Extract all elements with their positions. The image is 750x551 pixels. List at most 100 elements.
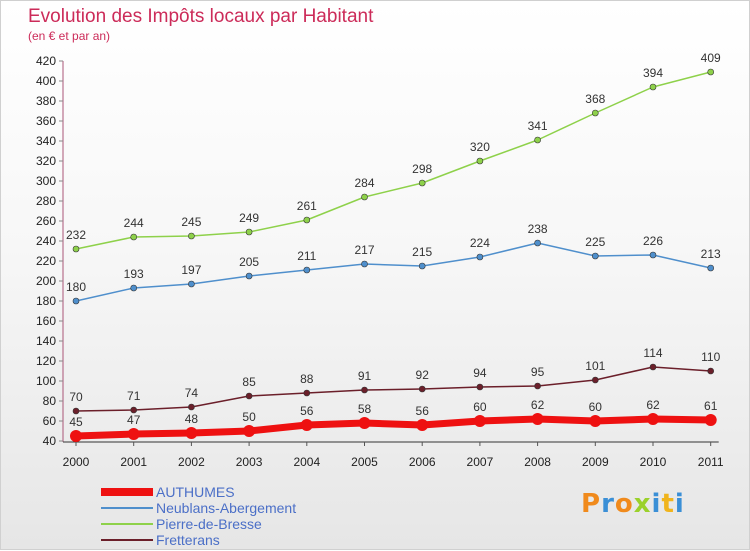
data-label: 193 [124,267,144,281]
data-point [130,406,137,414]
logo-letter: i [651,489,662,519]
data-point [534,136,541,144]
y-tick-label: 140 [36,334,56,348]
data-point [649,363,657,371]
data-label: 238 [528,222,548,236]
x-tick-label: 2003 [236,455,263,469]
data-label: 70 [69,390,83,404]
data-point [72,245,80,253]
data-label: 394 [643,66,663,80]
legend-swatch [101,539,153,541]
data-point [303,266,311,274]
y-tick-label: 240 [36,234,56,248]
data-label: 88 [300,372,314,386]
data-point [188,280,195,288]
data-point [300,419,313,431]
data-point [188,232,195,240]
x-tick-label: 2006 [409,455,436,469]
y-tick-label: 180 [36,294,56,308]
y-tick-label: 340 [36,134,56,148]
y-tick-label: 100 [36,374,56,388]
data-point [358,417,371,429]
y-tick-label: 200 [36,274,56,288]
x-tick-label: 2002 [178,455,205,469]
data-label: 217 [354,243,374,257]
data-point [707,264,715,272]
data-label: 368 [585,92,605,106]
data-label: 215 [412,245,432,259]
data-label: 94 [473,366,487,380]
data-point [418,385,426,393]
data-point [418,179,426,187]
data-point [591,376,599,384]
data-point [534,382,541,390]
data-label: 48 [185,412,199,426]
data-label: 211 [297,249,316,263]
y-tick-label: 360 [36,114,56,128]
data-label: 114 [643,346,662,360]
data-label: 91 [358,369,372,383]
data-point [245,228,253,236]
y-tick-label: 120 [36,354,56,368]
data-label: 232 [66,228,86,242]
data-point [130,233,137,241]
y-tick-label: 400 [36,74,56,88]
data-point [361,193,368,201]
data-point [72,407,80,415]
data-label: 298 [412,162,432,176]
data-point [531,413,544,425]
series-line-pierre-de-bresse [75,71,712,250]
y-tick-label: 40 [43,434,57,448]
data-point [418,262,426,270]
series-line-neublans-abergement [75,242,712,302]
data-point [649,83,657,91]
x-tick-label: 2007 [467,455,494,469]
y-tick-label: 420 [36,54,56,68]
data-point [476,253,484,261]
data-label: 92 [416,368,430,382]
data-label: 56 [416,404,430,418]
chart-subtitle: (en € et par an) [28,29,111,43]
legend-label: Fretterans [156,532,220,548]
data-point [188,403,195,411]
data-point [589,415,602,427]
data-label: 62 [646,398,660,412]
data-label: 205 [239,255,259,269]
y-tick-label: 220 [36,254,56,268]
data-point [476,383,484,391]
data-label: 60 [473,400,487,414]
logo-letter: o [614,489,634,519]
data-label: 85 [242,375,256,389]
data-point [303,216,311,224]
data-label: 50 [242,410,256,424]
data-point [303,389,311,397]
legend-item: Pierre-de-Bresse [101,516,501,532]
logo-letter: i [674,489,685,519]
y-tick-label: 80 [43,394,57,408]
logo-letter: P [581,489,602,519]
series-line-fretterans [75,366,712,412]
data-point [476,157,484,165]
data-point [245,272,253,280]
data-point [361,386,368,394]
proxiti-logo: Proxiti [581,489,685,519]
data-point [649,251,657,259]
data-point [647,413,659,425]
data-label: 244 [124,216,144,230]
x-tick-label: 2004 [293,455,320,469]
legend-label: AUTHUMES [156,484,235,500]
y-tick-label: 260 [36,214,56,228]
data-label: 61 [704,399,718,413]
data-point [127,428,140,440]
x-tick-label: 2010 [640,455,667,469]
x-tick-label: 2005 [351,455,378,469]
data-label: 56 [300,404,314,418]
data-label: 110 [701,350,720,364]
data-point [70,430,82,442]
data-label: 101 [585,359,605,373]
legend-swatch [101,507,153,509]
logo-letter: x [633,489,652,519]
data-point [591,252,599,260]
data-label: 224 [470,236,490,250]
y-tick-label: 160 [36,314,56,328]
